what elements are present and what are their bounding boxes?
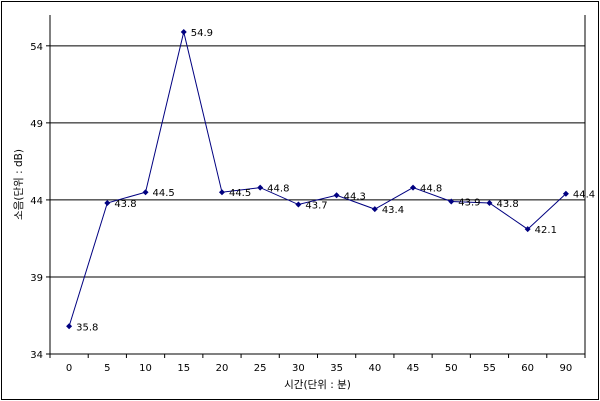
data-label: 43.7 xyxy=(305,201,327,212)
data-label: 44.5 xyxy=(153,188,175,199)
x-tick-labels: 0 5 10 15 20 25 30 35 40 45 50 55 60 90 xyxy=(66,363,572,374)
gridlines xyxy=(50,45,585,278)
data-point xyxy=(180,28,187,35)
data-label: 43.8 xyxy=(114,199,136,210)
x-axis-title: 시간(단위 : 분) xyxy=(284,378,351,391)
series-line xyxy=(68,31,567,327)
x-tick-label: 90 xyxy=(560,363,573,374)
data-label: 43.9 xyxy=(458,197,480,208)
data-label: 44.3 xyxy=(344,191,366,202)
x-tick-label: 60 xyxy=(521,363,534,374)
y-tick-label: 34 xyxy=(30,350,43,361)
data-point xyxy=(66,323,73,330)
x-tick-label: 15 xyxy=(177,363,190,374)
data-point xyxy=(524,226,531,233)
data-label: 43.4 xyxy=(382,205,404,216)
x-tick-label: 50 xyxy=(445,363,458,374)
data-point xyxy=(104,199,111,206)
x-tick-label: 40 xyxy=(368,363,381,374)
data-point xyxy=(371,206,378,213)
y-axis-title: 소음(단위 : dB) xyxy=(12,149,25,220)
y-tick-label: 54 xyxy=(30,42,43,53)
data-point xyxy=(448,198,455,205)
x-tick-label: 35 xyxy=(330,363,343,374)
x-tick-label: 25 xyxy=(254,363,267,374)
series-group xyxy=(66,28,569,330)
data-label: 35.8 xyxy=(76,322,98,333)
x-tick-label: 45 xyxy=(407,363,420,374)
x-tick-label: 30 xyxy=(292,363,305,374)
data-label: 44.8 xyxy=(420,184,442,195)
data-point xyxy=(295,201,302,208)
x-tick-label: 55 xyxy=(483,363,496,374)
data-label: 44.8 xyxy=(267,184,289,195)
y-tick-label: 49 xyxy=(30,119,43,130)
data-label: 44.5 xyxy=(229,188,251,199)
data-label: 43.8 xyxy=(496,199,518,210)
axes xyxy=(46,15,586,358)
y-tick-label: 44 xyxy=(30,196,43,207)
x-tick-label: 5 xyxy=(104,363,110,374)
data-label: 44.4 xyxy=(573,190,595,201)
data-label: 54.9 xyxy=(191,28,213,39)
data-point xyxy=(333,192,340,199)
data-point xyxy=(218,189,225,196)
y-tick-label: 39 xyxy=(30,273,43,284)
data-point xyxy=(486,199,493,206)
y-tick-labels: 34 39 44 49 54 xyxy=(30,42,43,361)
data-point xyxy=(142,189,149,196)
x-tick-label: 20 xyxy=(216,363,229,374)
data-point xyxy=(562,190,569,197)
data-point xyxy=(257,184,264,191)
x-tick-label: 0 xyxy=(66,363,72,374)
data-labels: 35.8 43.8 44.5 54.9 44.5 44.8 43.7 44.3 43.4 44.8… xyxy=(76,28,595,333)
x-tick-label: 10 xyxy=(139,363,152,374)
data-label: 42.1 xyxy=(535,225,557,236)
data-point xyxy=(410,184,417,191)
